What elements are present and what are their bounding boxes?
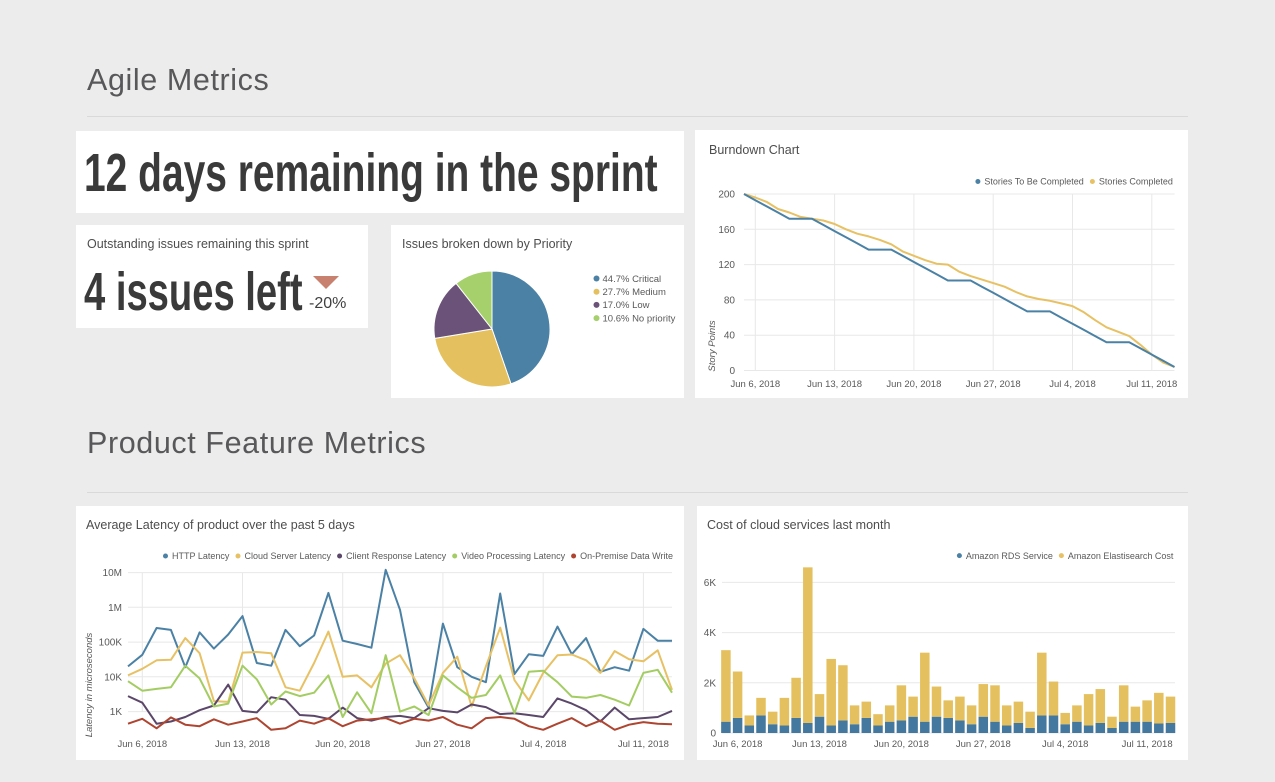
svg-text:17.0% Low: 17.0% Low bbox=[603, 300, 650, 311]
svg-text:120: 120 bbox=[718, 260, 735, 271]
svg-text:Jul 4, 2018: Jul 4, 2018 bbox=[1042, 739, 1088, 750]
svg-text:Amazon Elastisearch Cost: Amazon Elastisearch Cost bbox=[1068, 551, 1174, 561]
svg-text:Client Response Latency: Client Response Latency bbox=[346, 551, 447, 561]
svg-text:160: 160 bbox=[718, 225, 735, 236]
svg-text:Jun 20, 2018: Jun 20, 2018 bbox=[315, 739, 370, 750]
svg-text:Jun 13, 2018: Jun 13, 2018 bbox=[807, 379, 862, 390]
svg-text:Jun 6, 2018: Jun 6, 2018 bbox=[730, 379, 780, 390]
svg-text:27.7% Medium: 27.7% Medium bbox=[603, 287, 666, 298]
svg-text:Jun 20, 2018: Jun 20, 2018 bbox=[874, 739, 929, 750]
svg-text:Latency in microseconds: Latency in microseconds bbox=[84, 632, 95, 737]
svg-text:Stories To Be Completed: Stories To Be Completed bbox=[984, 177, 1083, 187]
svg-text:On-Premise Data Write: On-Premise Data Write bbox=[580, 551, 673, 561]
svg-text:44.7% Critical: 44.7% Critical bbox=[603, 274, 662, 285]
svg-text:Cloud Server Latency: Cloud Server Latency bbox=[245, 551, 332, 561]
svg-text:10K: 10K bbox=[104, 672, 122, 683]
svg-text:Video Processing Latency: Video Processing Latency bbox=[461, 551, 565, 561]
svg-text:Jun 6, 2018: Jun 6, 2018 bbox=[713, 739, 763, 750]
svg-text:100K: 100K bbox=[99, 638, 123, 649]
svg-text:1M: 1M bbox=[108, 603, 122, 614]
svg-text:Jul 4, 2018: Jul 4, 2018 bbox=[1049, 379, 1095, 390]
svg-text:Story Points: Story Points bbox=[707, 320, 718, 371]
svg-text:0: 0 bbox=[729, 366, 735, 377]
svg-text:Stories Completed: Stories Completed bbox=[1099, 177, 1173, 187]
svg-text:Jun 20, 2018: Jun 20, 2018 bbox=[886, 379, 941, 390]
svg-text:Jun 13, 2018: Jun 13, 2018 bbox=[215, 739, 270, 750]
svg-text:Jun 27, 2018: Jun 27, 2018 bbox=[966, 379, 1021, 390]
svg-text:1K: 1K bbox=[110, 707, 123, 718]
svg-text:2K: 2K bbox=[704, 678, 717, 689]
svg-text:Jul 11, 2018: Jul 11, 2018 bbox=[618, 739, 669, 750]
svg-text:Jun 27, 2018: Jun 27, 2018 bbox=[415, 739, 470, 750]
svg-text:10M: 10M bbox=[103, 568, 122, 579]
svg-text:10.6% No priority: 10.6% No priority bbox=[603, 313, 676, 324]
svg-text:HTTP Latency: HTTP Latency bbox=[172, 551, 230, 561]
svg-text:80: 80 bbox=[724, 295, 736, 306]
svg-text:6K: 6K bbox=[704, 578, 717, 589]
svg-text:0: 0 bbox=[710, 729, 716, 740]
svg-text:Amazon RDS Service: Amazon RDS Service bbox=[966, 551, 1053, 561]
svg-text:200: 200 bbox=[718, 190, 735, 201]
svg-text:40: 40 bbox=[724, 331, 736, 342]
svg-text:Jul 11, 2018: Jul 11, 2018 bbox=[1126, 379, 1177, 390]
svg-text:Jun 6, 2018: Jun 6, 2018 bbox=[117, 739, 167, 750]
svg-text:4K: 4K bbox=[704, 628, 717, 639]
svg-text:Jul 11, 2018: Jul 11, 2018 bbox=[1122, 739, 1173, 750]
svg-text:Jun 13, 2018: Jun 13, 2018 bbox=[792, 739, 847, 750]
svg-text:Jul 4, 2018: Jul 4, 2018 bbox=[520, 739, 566, 750]
svg-text:Jun 27, 2018: Jun 27, 2018 bbox=[956, 739, 1011, 750]
